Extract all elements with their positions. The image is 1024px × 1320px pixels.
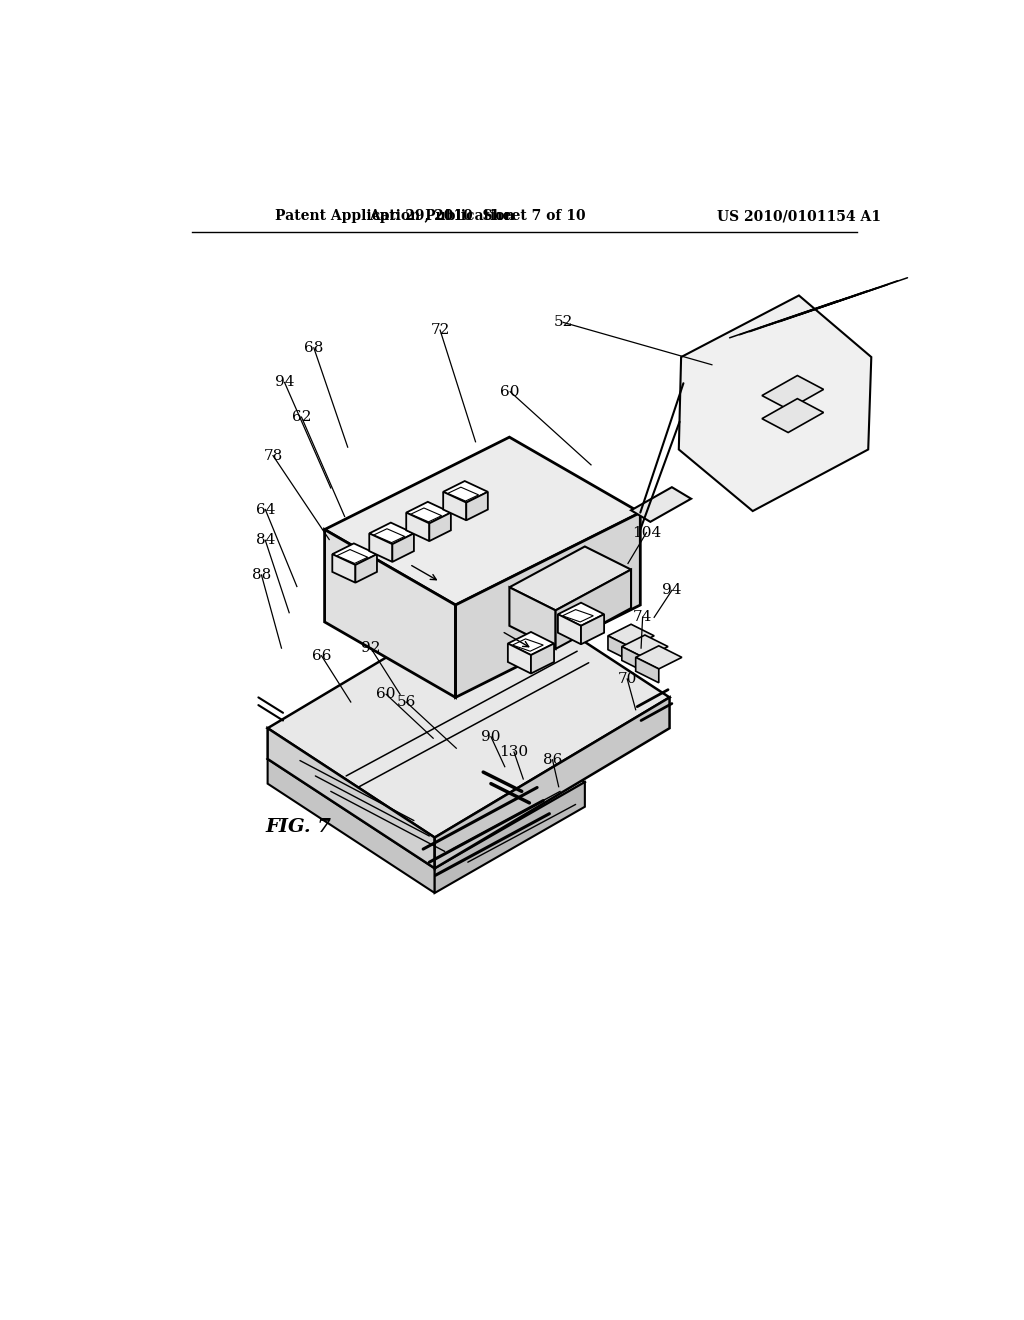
Polygon shape <box>370 533 392 562</box>
Text: 88: 88 <box>252 568 271 582</box>
Polygon shape <box>443 492 466 520</box>
Polygon shape <box>267 729 435 869</box>
Polygon shape <box>679 296 871 511</box>
Text: 84: 84 <box>256 533 275 548</box>
Polygon shape <box>392 533 414 562</box>
Polygon shape <box>631 487 691 521</box>
Text: 68: 68 <box>304 341 324 355</box>
Polygon shape <box>622 635 668 659</box>
Polygon shape <box>608 636 631 661</box>
Polygon shape <box>429 512 451 541</box>
Polygon shape <box>558 614 581 644</box>
Polygon shape <box>636 657 658 682</box>
Polygon shape <box>558 603 604 626</box>
Polygon shape <box>435 697 670 869</box>
Polygon shape <box>562 610 593 622</box>
Polygon shape <box>355 554 377 582</box>
Polygon shape <box>337 549 368 564</box>
Text: 104: 104 <box>632 525 662 540</box>
Polygon shape <box>374 529 404 543</box>
Polygon shape <box>581 614 604 644</box>
Text: 64: 64 <box>256 503 275 516</box>
Polygon shape <box>447 487 478 502</box>
Text: 66: 66 <box>311 649 332 663</box>
Polygon shape <box>411 508 441 521</box>
Polygon shape <box>435 781 585 892</box>
Text: 94: 94 <box>663 583 682 598</box>
Text: Patent Application Publication: Patent Application Publication <box>275 209 515 223</box>
Text: FIG. 7: FIG. 7 <box>265 818 332 836</box>
Text: US 2010/0101154 A1: US 2010/0101154 A1 <box>717 209 882 223</box>
Text: 52: 52 <box>554 315 573 330</box>
Polygon shape <box>466 492 487 520</box>
Text: 130: 130 <box>500 744 528 759</box>
Polygon shape <box>267 589 670 838</box>
Polygon shape <box>608 624 654 647</box>
Polygon shape <box>509 587 556 649</box>
Text: 62: 62 <box>292 411 311 424</box>
Polygon shape <box>636 645 682 669</box>
Polygon shape <box>456 512 640 697</box>
Polygon shape <box>407 502 451 524</box>
Polygon shape <box>508 632 554 655</box>
Text: Apr. 29, 2010  Sheet 7 of 10: Apr. 29, 2010 Sheet 7 of 10 <box>369 209 586 223</box>
Polygon shape <box>531 644 554 673</box>
Polygon shape <box>267 759 435 892</box>
Text: 86: 86 <box>543 752 562 767</box>
Polygon shape <box>443 480 487 503</box>
Polygon shape <box>333 554 355 582</box>
Polygon shape <box>325 529 456 697</box>
Text: 90: 90 <box>481 730 501 743</box>
Polygon shape <box>333 544 377 565</box>
Polygon shape <box>762 399 823 433</box>
Polygon shape <box>267 673 585 869</box>
Text: 70: 70 <box>617 672 637 686</box>
Polygon shape <box>407 512 429 541</box>
Polygon shape <box>325 437 640 605</box>
Polygon shape <box>556 570 631 649</box>
Polygon shape <box>762 376 823 409</box>
Polygon shape <box>508 644 531 673</box>
Text: 60: 60 <box>501 384 520 399</box>
Polygon shape <box>370 523 414 544</box>
Text: 74: 74 <box>633 610 652 624</box>
Text: 94: 94 <box>274 375 294 389</box>
Text: 60: 60 <box>377 688 396 701</box>
Polygon shape <box>622 647 645 672</box>
Polygon shape <box>509 546 631 610</box>
Text: 78: 78 <box>263 449 283 462</box>
Polygon shape <box>512 639 544 651</box>
Text: 72: 72 <box>430 323 450 337</box>
Text: 92: 92 <box>361 642 381 655</box>
Text: 56: 56 <box>396 696 416 709</box>
